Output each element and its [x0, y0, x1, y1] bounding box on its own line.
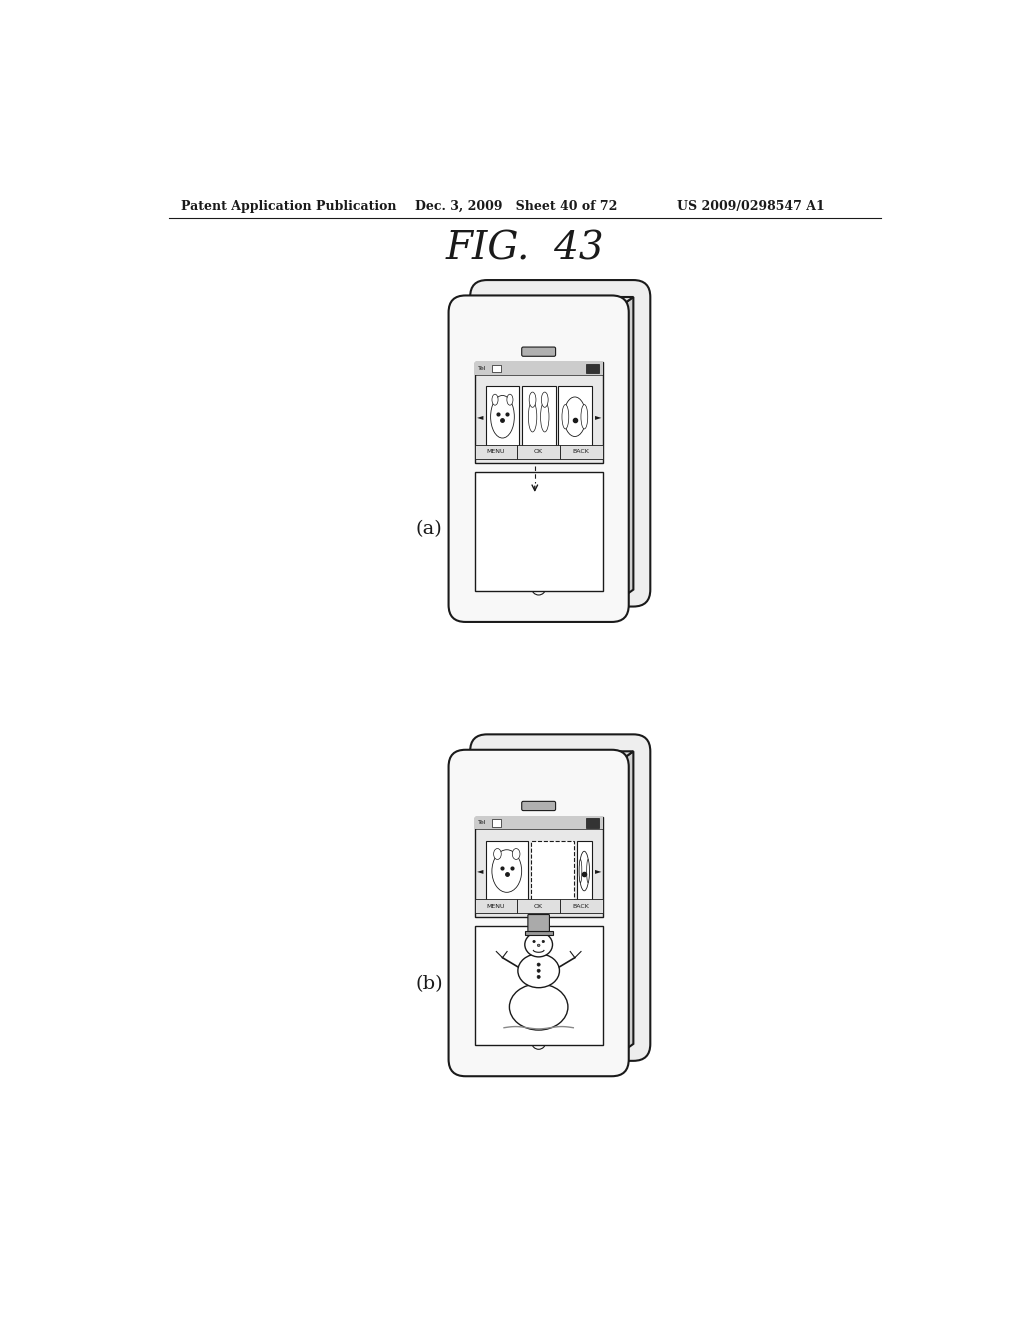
- Polygon shape: [611, 751, 634, 1059]
- Ellipse shape: [542, 392, 548, 408]
- Text: FIG.  43: FIG. 43: [445, 231, 604, 268]
- Bar: [586, 364, 599, 374]
- Text: ◄: ◄: [477, 412, 483, 421]
- Text: BACK: BACK: [572, 904, 590, 908]
- Text: ◄: ◄: [477, 866, 483, 875]
- Polygon shape: [611, 297, 634, 605]
- Text: ►: ►: [595, 412, 601, 421]
- Text: ►: ►: [595, 866, 601, 875]
- Bar: [524, 931, 553, 935]
- Ellipse shape: [494, 849, 502, 859]
- Bar: [521, 387, 556, 447]
- Text: (b): (b): [416, 975, 443, 993]
- Polygon shape: [466, 751, 634, 767]
- Bar: [586, 818, 599, 828]
- Text: Dec. 3, 2009   Sheet 40 of 72: Dec. 3, 2009 Sheet 40 of 72: [416, 199, 617, 213]
- Ellipse shape: [529, 392, 536, 408]
- FancyBboxPatch shape: [528, 915, 550, 932]
- Ellipse shape: [531, 1035, 546, 1049]
- Polygon shape: [466, 297, 634, 313]
- Ellipse shape: [525, 932, 553, 957]
- Bar: [475, 927, 602, 1045]
- FancyBboxPatch shape: [470, 280, 650, 607]
- Text: OK: OK: [535, 449, 543, 454]
- Bar: [558, 387, 592, 447]
- Text: BACK: BACK: [572, 449, 590, 454]
- Bar: [475, 363, 602, 462]
- Text: Tel: Tel: [478, 821, 486, 825]
- Bar: [560, 445, 602, 459]
- Bar: [475, 363, 602, 375]
- Bar: [577, 841, 592, 902]
- Bar: [475, 445, 517, 459]
- Bar: [475, 899, 517, 913]
- Text: Tel: Tel: [478, 366, 486, 371]
- Bar: [492, 818, 501, 826]
- Ellipse shape: [532, 940, 536, 942]
- Bar: [475, 817, 602, 829]
- Ellipse shape: [528, 401, 537, 432]
- Ellipse shape: [580, 859, 582, 883]
- Text: US 2009/0298547 A1: US 2009/0298547 A1: [677, 199, 825, 213]
- Ellipse shape: [538, 969, 541, 973]
- Bar: [492, 364, 501, 372]
- Ellipse shape: [541, 401, 549, 432]
- Bar: [517, 899, 560, 913]
- Bar: [517, 445, 560, 459]
- Ellipse shape: [518, 954, 559, 987]
- Ellipse shape: [581, 404, 588, 429]
- Bar: [485, 841, 528, 902]
- Ellipse shape: [538, 944, 540, 946]
- Bar: [475, 471, 602, 591]
- Text: MENU: MENU: [486, 449, 505, 454]
- FancyBboxPatch shape: [449, 750, 629, 1076]
- Ellipse shape: [512, 849, 520, 859]
- Text: MENU: MENU: [486, 904, 505, 908]
- FancyBboxPatch shape: [470, 734, 650, 1061]
- Ellipse shape: [490, 396, 514, 438]
- FancyBboxPatch shape: [521, 801, 556, 810]
- FancyBboxPatch shape: [521, 347, 556, 356]
- Ellipse shape: [531, 581, 546, 595]
- FancyBboxPatch shape: [449, 296, 629, 622]
- Text: OK: OK: [535, 904, 543, 908]
- Bar: [475, 817, 602, 917]
- Ellipse shape: [509, 983, 568, 1030]
- Bar: [485, 387, 519, 447]
- Ellipse shape: [562, 404, 568, 429]
- Ellipse shape: [538, 975, 541, 978]
- Ellipse shape: [542, 940, 545, 942]
- Ellipse shape: [538, 964, 541, 966]
- Ellipse shape: [492, 850, 521, 892]
- Ellipse shape: [492, 395, 498, 405]
- Ellipse shape: [580, 851, 589, 891]
- Bar: [560, 899, 602, 913]
- Ellipse shape: [587, 859, 590, 883]
- Ellipse shape: [564, 397, 586, 437]
- Text: (a): (a): [416, 520, 442, 539]
- Bar: [531, 841, 573, 902]
- Ellipse shape: [507, 395, 513, 405]
- Text: Patent Application Publication: Patent Application Publication: [180, 199, 396, 213]
